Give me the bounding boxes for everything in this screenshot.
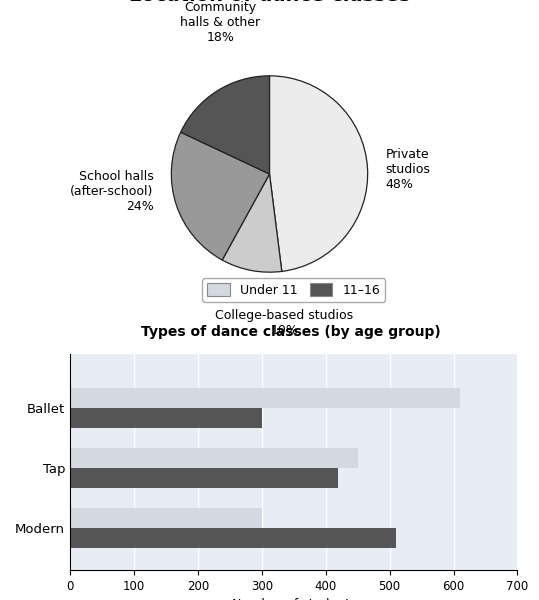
Text: College-based studios
10%: College-based studios 10%	[215, 310, 353, 337]
Bar	[70, 528, 396, 548]
Bar	[70, 388, 460, 408]
Text: Types of dance classes (by age group): Types of dance classes (by age group)	[141, 325, 441, 339]
Title: Location of dance classes: Location of dance classes	[129, 0, 410, 5]
Wedge shape	[171, 132, 270, 260]
Text: Community
halls & other
18%: Community halls & other 18%	[181, 1, 260, 44]
Text: School halls
(after-school)
24%: School halls (after-school) 24%	[70, 170, 154, 213]
Text: Private
studios
48%: Private studios 48%	[385, 148, 430, 191]
Wedge shape	[181, 76, 270, 174]
Wedge shape	[222, 174, 282, 272]
Bar	[70, 408, 262, 428]
X-axis label: Number of students: Number of students	[232, 598, 356, 600]
Bar	[70, 468, 338, 488]
Bar	[70, 448, 358, 468]
Bar	[70, 508, 262, 528]
Wedge shape	[270, 76, 368, 271]
Legend: Under 11, 11–16: Under 11, 11–16	[202, 278, 385, 302]
